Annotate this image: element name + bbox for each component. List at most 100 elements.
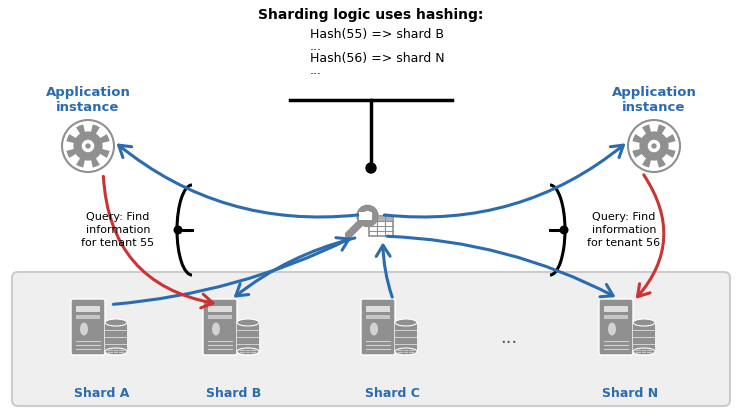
Ellipse shape — [105, 348, 127, 355]
FancyArrowPatch shape — [376, 245, 393, 297]
Ellipse shape — [633, 319, 655, 326]
FancyArrowPatch shape — [637, 175, 664, 296]
Bar — [108, 350, 113, 351]
Ellipse shape — [105, 319, 127, 326]
Bar — [647, 354, 651, 355]
FancyArrowPatch shape — [387, 236, 613, 297]
Circle shape — [82, 140, 94, 152]
Bar — [366, 315, 390, 319]
Bar — [642, 352, 646, 353]
Bar — [246, 352, 250, 353]
Bar — [404, 354, 408, 355]
Bar — [208, 306, 232, 312]
FancyArrowPatch shape — [236, 238, 355, 296]
FancyBboxPatch shape — [12, 272, 730, 406]
Bar — [395, 322, 417, 352]
Ellipse shape — [237, 319, 259, 326]
Text: Shard C: Shard C — [364, 387, 419, 400]
Bar — [410, 350, 414, 351]
Bar — [252, 352, 256, 353]
FancyBboxPatch shape — [71, 299, 105, 355]
Bar — [366, 306, 390, 312]
Bar — [410, 354, 414, 355]
Bar — [604, 315, 628, 319]
FancyBboxPatch shape — [599, 299, 633, 355]
Text: Application
instance: Application instance — [45, 86, 131, 114]
Bar — [237, 322, 259, 352]
Text: Hash(55) => shard B: Hash(55) => shard B — [310, 28, 444, 41]
Bar — [647, 352, 651, 353]
Bar — [252, 354, 256, 355]
Text: Sharding logic uses hashing:: Sharding logic uses hashing: — [258, 8, 484, 22]
Text: Shard B: Shard B — [206, 387, 262, 400]
Bar — [636, 352, 641, 353]
Bar — [105, 322, 127, 352]
Bar — [633, 322, 655, 352]
FancyArrowPatch shape — [119, 145, 358, 217]
Circle shape — [366, 163, 376, 173]
FancyBboxPatch shape — [359, 212, 372, 219]
Bar — [642, 350, 646, 351]
Bar — [252, 350, 256, 351]
Bar — [114, 350, 118, 351]
Circle shape — [85, 143, 91, 149]
Bar — [240, 354, 245, 355]
Text: Hash(56) => shard N: Hash(56) => shard N — [310, 52, 444, 65]
Bar — [108, 354, 113, 355]
Bar — [398, 352, 403, 353]
Circle shape — [559, 226, 568, 234]
Bar — [636, 350, 641, 351]
FancyArrowPatch shape — [384, 145, 623, 217]
Bar — [240, 350, 245, 351]
FancyArrowPatch shape — [114, 238, 349, 304]
Bar — [410, 352, 414, 353]
Text: Shard N: Shard N — [602, 387, 658, 400]
FancyBboxPatch shape — [361, 299, 395, 355]
Ellipse shape — [395, 348, 417, 355]
Text: ...: ... — [500, 329, 518, 347]
Bar — [642, 354, 646, 355]
Bar — [114, 354, 118, 355]
Bar — [370, 216, 393, 221]
Polygon shape — [632, 124, 675, 168]
Bar — [404, 352, 408, 353]
Text: Query: Find
information
for tenant 56: Query: Find information for tenant 56 — [588, 212, 660, 248]
Bar — [636, 354, 641, 355]
Polygon shape — [67, 124, 110, 168]
Bar — [76, 315, 100, 319]
Text: ...: ... — [310, 40, 322, 53]
Ellipse shape — [608, 322, 616, 336]
Bar — [398, 350, 403, 351]
Bar — [114, 352, 118, 353]
Bar — [119, 350, 124, 351]
Ellipse shape — [212, 322, 220, 336]
Ellipse shape — [633, 348, 655, 355]
Text: Application
instance: Application instance — [611, 86, 697, 114]
Bar — [398, 354, 403, 355]
Bar — [246, 354, 250, 355]
FancyArrowPatch shape — [103, 176, 213, 308]
Ellipse shape — [370, 322, 378, 336]
Bar — [240, 352, 245, 353]
Ellipse shape — [395, 319, 417, 326]
Bar — [647, 350, 651, 351]
Bar — [76, 306, 100, 312]
Circle shape — [651, 143, 657, 149]
Circle shape — [648, 140, 660, 152]
FancyBboxPatch shape — [369, 216, 393, 236]
Bar — [119, 352, 124, 353]
Ellipse shape — [237, 348, 259, 355]
Text: Query: Find
information
for tenant 55: Query: Find information for tenant 55 — [82, 212, 154, 248]
Text: ...: ... — [310, 64, 322, 77]
Bar — [119, 354, 124, 355]
Bar — [404, 350, 408, 351]
Bar — [208, 315, 232, 319]
Bar — [108, 352, 113, 353]
Bar — [246, 350, 250, 351]
FancyBboxPatch shape — [203, 299, 237, 355]
Text: Shard A: Shard A — [74, 387, 130, 400]
Bar — [604, 306, 628, 312]
Ellipse shape — [80, 322, 88, 336]
Circle shape — [345, 231, 352, 239]
Circle shape — [174, 226, 183, 234]
